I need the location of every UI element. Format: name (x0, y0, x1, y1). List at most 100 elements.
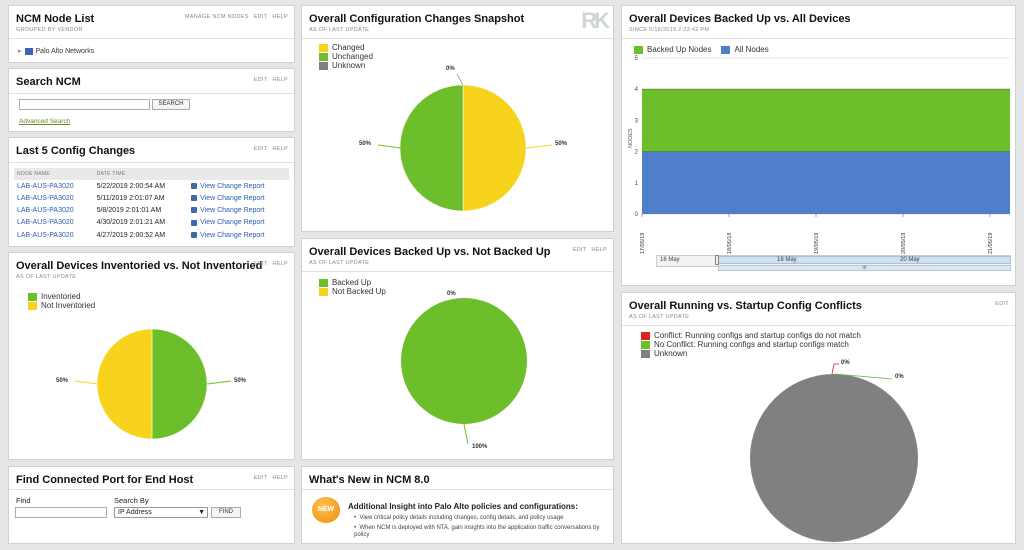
legend-item: Unknown (319, 61, 373, 70)
conflicts-pie-chart (750, 363, 918, 542)
expand-icon[interactable]: ▸ (18, 48, 22, 55)
y-tick-label: 4 (635, 87, 639, 93)
edit-link[interactable]: EDIT (253, 14, 268, 20)
manage-nodes-link[interactable]: MANAGE NCM NODES (184, 14, 249, 20)
pie-label-left: 50% (359, 141, 372, 147)
legend-label: Not Inventoried (41, 301, 96, 310)
legend-swatch (721, 45, 731, 54)
config-conflicts-panel: Overall Running vs. Startup Config Confl… (621, 292, 1016, 544)
divider (302, 489, 613, 490)
node-name-link[interactable]: LAB-AUS-PA3020 (17, 194, 74, 202)
new-badge-icon: NEW (312, 497, 340, 523)
config-changes-table: NODE NAME DATE TIME LAB-AUS-PA3020 5/22/… (14, 168, 289, 241)
label-leader (456, 73, 464, 86)
help-link[interactable]: HELP (272, 14, 288, 20)
label-leader (74, 380, 98, 385)
legend-item: Changed (319, 43, 373, 52)
node-name-link[interactable]: LAB-AUS-PA3020 (17, 231, 74, 239)
bullet-text: When NCM is deployed with NTA, gain insi… (354, 525, 600, 538)
pie-label-left: 50% (56, 378, 69, 384)
last-config-changes-panel: Last 5 Config Changes EDIT HELP (8, 137, 295, 247)
view-change-report-link[interactable]: View Change Report (200, 194, 265, 202)
legend-item: Conflict: Running configs and startup co… (641, 331, 861, 340)
panel-title: Find Connected Port for End Host (16, 474, 194, 486)
chart-legend: Backed Up Not Backed Up (319, 278, 386, 296)
whats-new-panel: What's New in NCM 8.0 Additional Insight… (301, 466, 614, 544)
y-tick-label: 2 (635, 150, 639, 156)
legend-item: Not Inventoried (28, 301, 95, 310)
table-row: LAB-AUS-PA3020 4/27/2019 2:00:52 AM View… (14, 229, 289, 241)
column-header-node: NODE NAME (17, 171, 50, 178)
x-tick-label: 19/05/19 (814, 233, 820, 254)
pie-label-top: 0% (447, 291, 456, 297)
navigator-handle-left[interactable] (715, 255, 719, 265)
edit-link[interactable]: EDIT (253, 261, 268, 267)
legend-item: No Conflict: Running configs and startup… (641, 340, 861, 349)
legend-label: Unchanged (332, 52, 373, 61)
navigator-label: 16 May (660, 257, 680, 263)
legend-swatch (319, 278, 328, 287)
panel-title: Overall Running vs. Startup Config Confl… (629, 300, 862, 312)
advanced-search-link[interactable]: Advanced Search (19, 118, 71, 125)
help-link[interactable]: HELP (272, 261, 288, 267)
help-link[interactable]: HELP (272, 77, 288, 83)
pie-label-right: 50% (234, 378, 247, 384)
navigator-scrollbar[interactable]: III (718, 265, 1011, 271)
edit-link[interactable]: EDIT (995, 301, 1009, 307)
pie-slice-changed (462, 84, 527, 212)
x-tick-label: 20/05/19 (901, 233, 907, 254)
backed-up-pie-chart (401, 297, 527, 445)
config-snapshot-panel: Overall Configuration Changes Snapshot A… (301, 5, 614, 232)
view-change-report-link[interactable]: View Change Report (200, 207, 265, 215)
search-by-label: Search By (114, 496, 149, 505)
label-leader (463, 423, 469, 445)
y-axis-label: NODES (628, 128, 634, 148)
panel-actions: EDIT HELP (568, 247, 607, 253)
legend-label: Not Backed Up (332, 287, 386, 296)
navigator-selection[interactable] (718, 256, 1011, 264)
y-tick-label: 5 (635, 56, 639, 62)
change-time: 5/8/2019 2:01:01 AM (96, 207, 162, 215)
divider (9, 93, 294, 94)
chart-legend: Conflict: Running configs and startup co… (641, 331, 861, 358)
node-name-link[interactable]: LAB-AUS-PA3020 (17, 219, 74, 227)
node-name-link[interactable]: LAB-AUS-PA3020 (17, 207, 74, 215)
navigator-label: 20 May (900, 257, 920, 263)
legend-label: All Nodes (734, 45, 769, 54)
panel-subtitle: AS OF LAST UPDATE (16, 274, 77, 280)
y-tick-label: 0 (635, 212, 639, 218)
find-button[interactable]: FIND (211, 507, 241, 518)
table-row: LAB-AUS-PA3020 4/30/2019 2:01:21 AM View… (14, 217, 289, 229)
find-port-panel: Find Connected Port for End Host EDIT HEL… (8, 466, 295, 544)
panel-title: Overall Devices Inventoried vs. Not Inve… (16, 260, 263, 272)
search-input[interactable] (19, 99, 150, 110)
table-row: LAB-AUS-PA3020 5/22/2019 2:00:54 AM View… (14, 180, 289, 192)
change-time: 4/30/2019 2:01:21 AM (96, 219, 166, 227)
panel-actions: MANAGE NCM NODES EDIT HELP (180, 14, 288, 20)
help-link[interactable]: HELP (591, 247, 607, 253)
help-link[interactable]: HELP (272, 475, 288, 481)
edit-link[interactable]: EDIT (253, 146, 268, 152)
legend-item: Not Backed Up (319, 287, 386, 296)
legend-label: Backed Up Nodes (647, 45, 712, 54)
search-by-select[interactable]: IP Address ▼ (114, 507, 208, 518)
brand-watermark: RK (581, 8, 610, 33)
edit-link[interactable]: EDIT (253, 77, 268, 83)
help-link[interactable]: HELP (272, 146, 288, 152)
node-name-link[interactable]: LAB-AUS-PA3020 (17, 182, 74, 190)
vendor-tree-item[interactable]: ▸ Palo Alto Networks (18, 47, 94, 55)
view-change-report-link[interactable]: View Change Report (200, 182, 265, 190)
view-change-report-link[interactable]: View Change Report (200, 231, 265, 239)
divider (9, 162, 294, 163)
view-change-report-link[interactable]: View Change Report (200, 219, 265, 227)
panel-actions: EDIT HELP (249, 77, 288, 83)
report-icon (191, 231, 198, 238)
search-button[interactable]: SEARCH (152, 99, 190, 110)
bullet-item: • View critical policy details including… (354, 515, 564, 521)
find-input[interactable] (15, 507, 107, 518)
panel-title: Last 5 Config Changes (16, 145, 136, 157)
edit-link[interactable]: EDIT (253, 475, 268, 481)
edit-link[interactable]: EDIT (572, 247, 587, 253)
legend-swatch (634, 45, 643, 54)
pie-label-right: 50% (555, 141, 568, 147)
